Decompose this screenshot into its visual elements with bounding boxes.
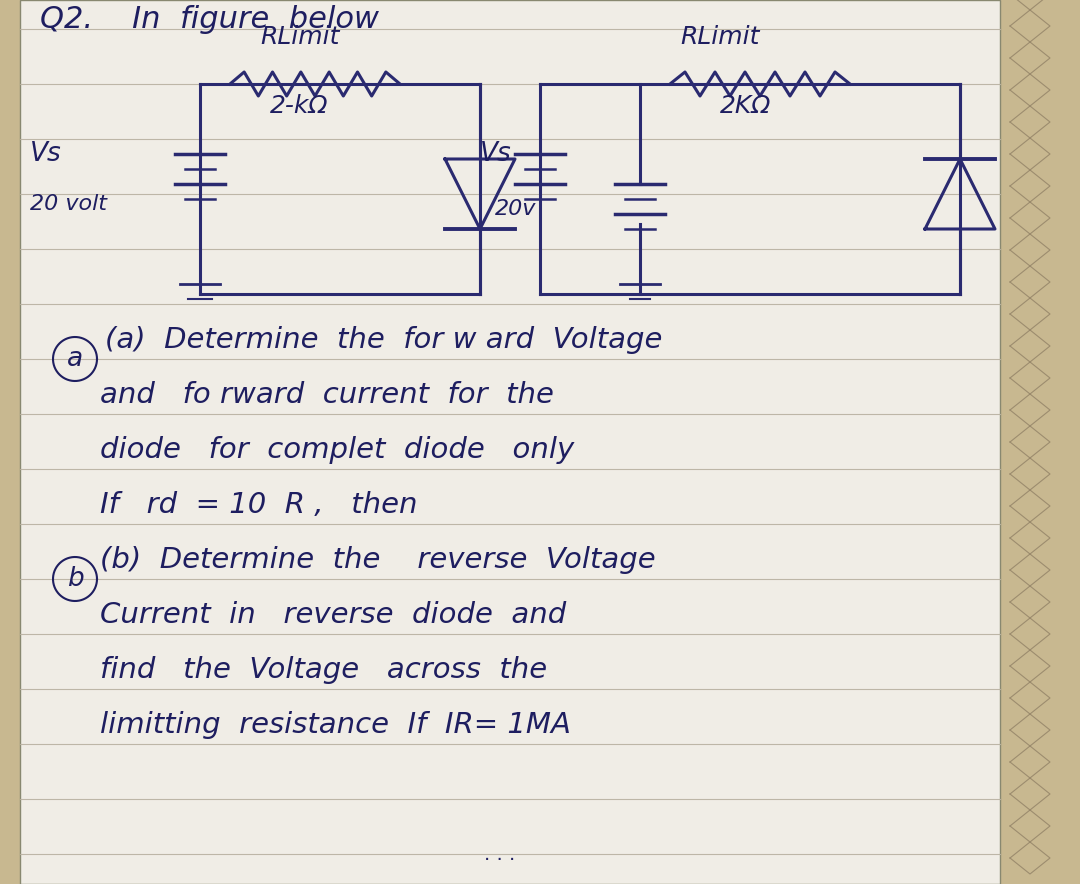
Text: Vs: Vs: [30, 141, 62, 167]
Text: If   rd  = 10  R ,   then: If rd = 10 R , then: [100, 491, 418, 519]
Text: a: a: [67, 346, 83, 372]
Text: limitting  resistance  If  IR= 1MA: limitting resistance If IR= 1MA: [100, 711, 571, 739]
Text: and   fo rward  current  for  the: and fo rward current for the: [100, 381, 554, 409]
Text: 2KΩ: 2KΩ: [720, 94, 771, 118]
Text: (b)  Determine  the    reverse  Voltage: (b) Determine the reverse Voltage: [100, 546, 656, 574]
Text: Vs: Vs: [480, 141, 512, 167]
Text: 20v: 20v: [495, 199, 537, 219]
Text: b: b: [67, 566, 83, 592]
Text: 20 volt: 20 volt: [30, 194, 107, 214]
Text: find   the  Voltage   across  the: find the Voltage across the: [100, 656, 548, 684]
Text: diode   for  complet  diode   only: diode for complet diode only: [100, 436, 575, 464]
Text: . . .: . . .: [484, 845, 515, 864]
Text: Current  in   reverse  diode  and: Current in reverse diode and: [100, 601, 566, 629]
Text: RLimit: RLimit: [680, 25, 759, 49]
Text: 2-kΩ: 2-kΩ: [270, 94, 328, 118]
Text: Q2.    In  figure  below: Q2. In figure below: [40, 5, 379, 34]
Text: (a)  Determine  the  for w ard  Voltage: (a) Determine the for w ard Voltage: [105, 326, 662, 354]
Text: RLimit: RLimit: [260, 25, 339, 49]
